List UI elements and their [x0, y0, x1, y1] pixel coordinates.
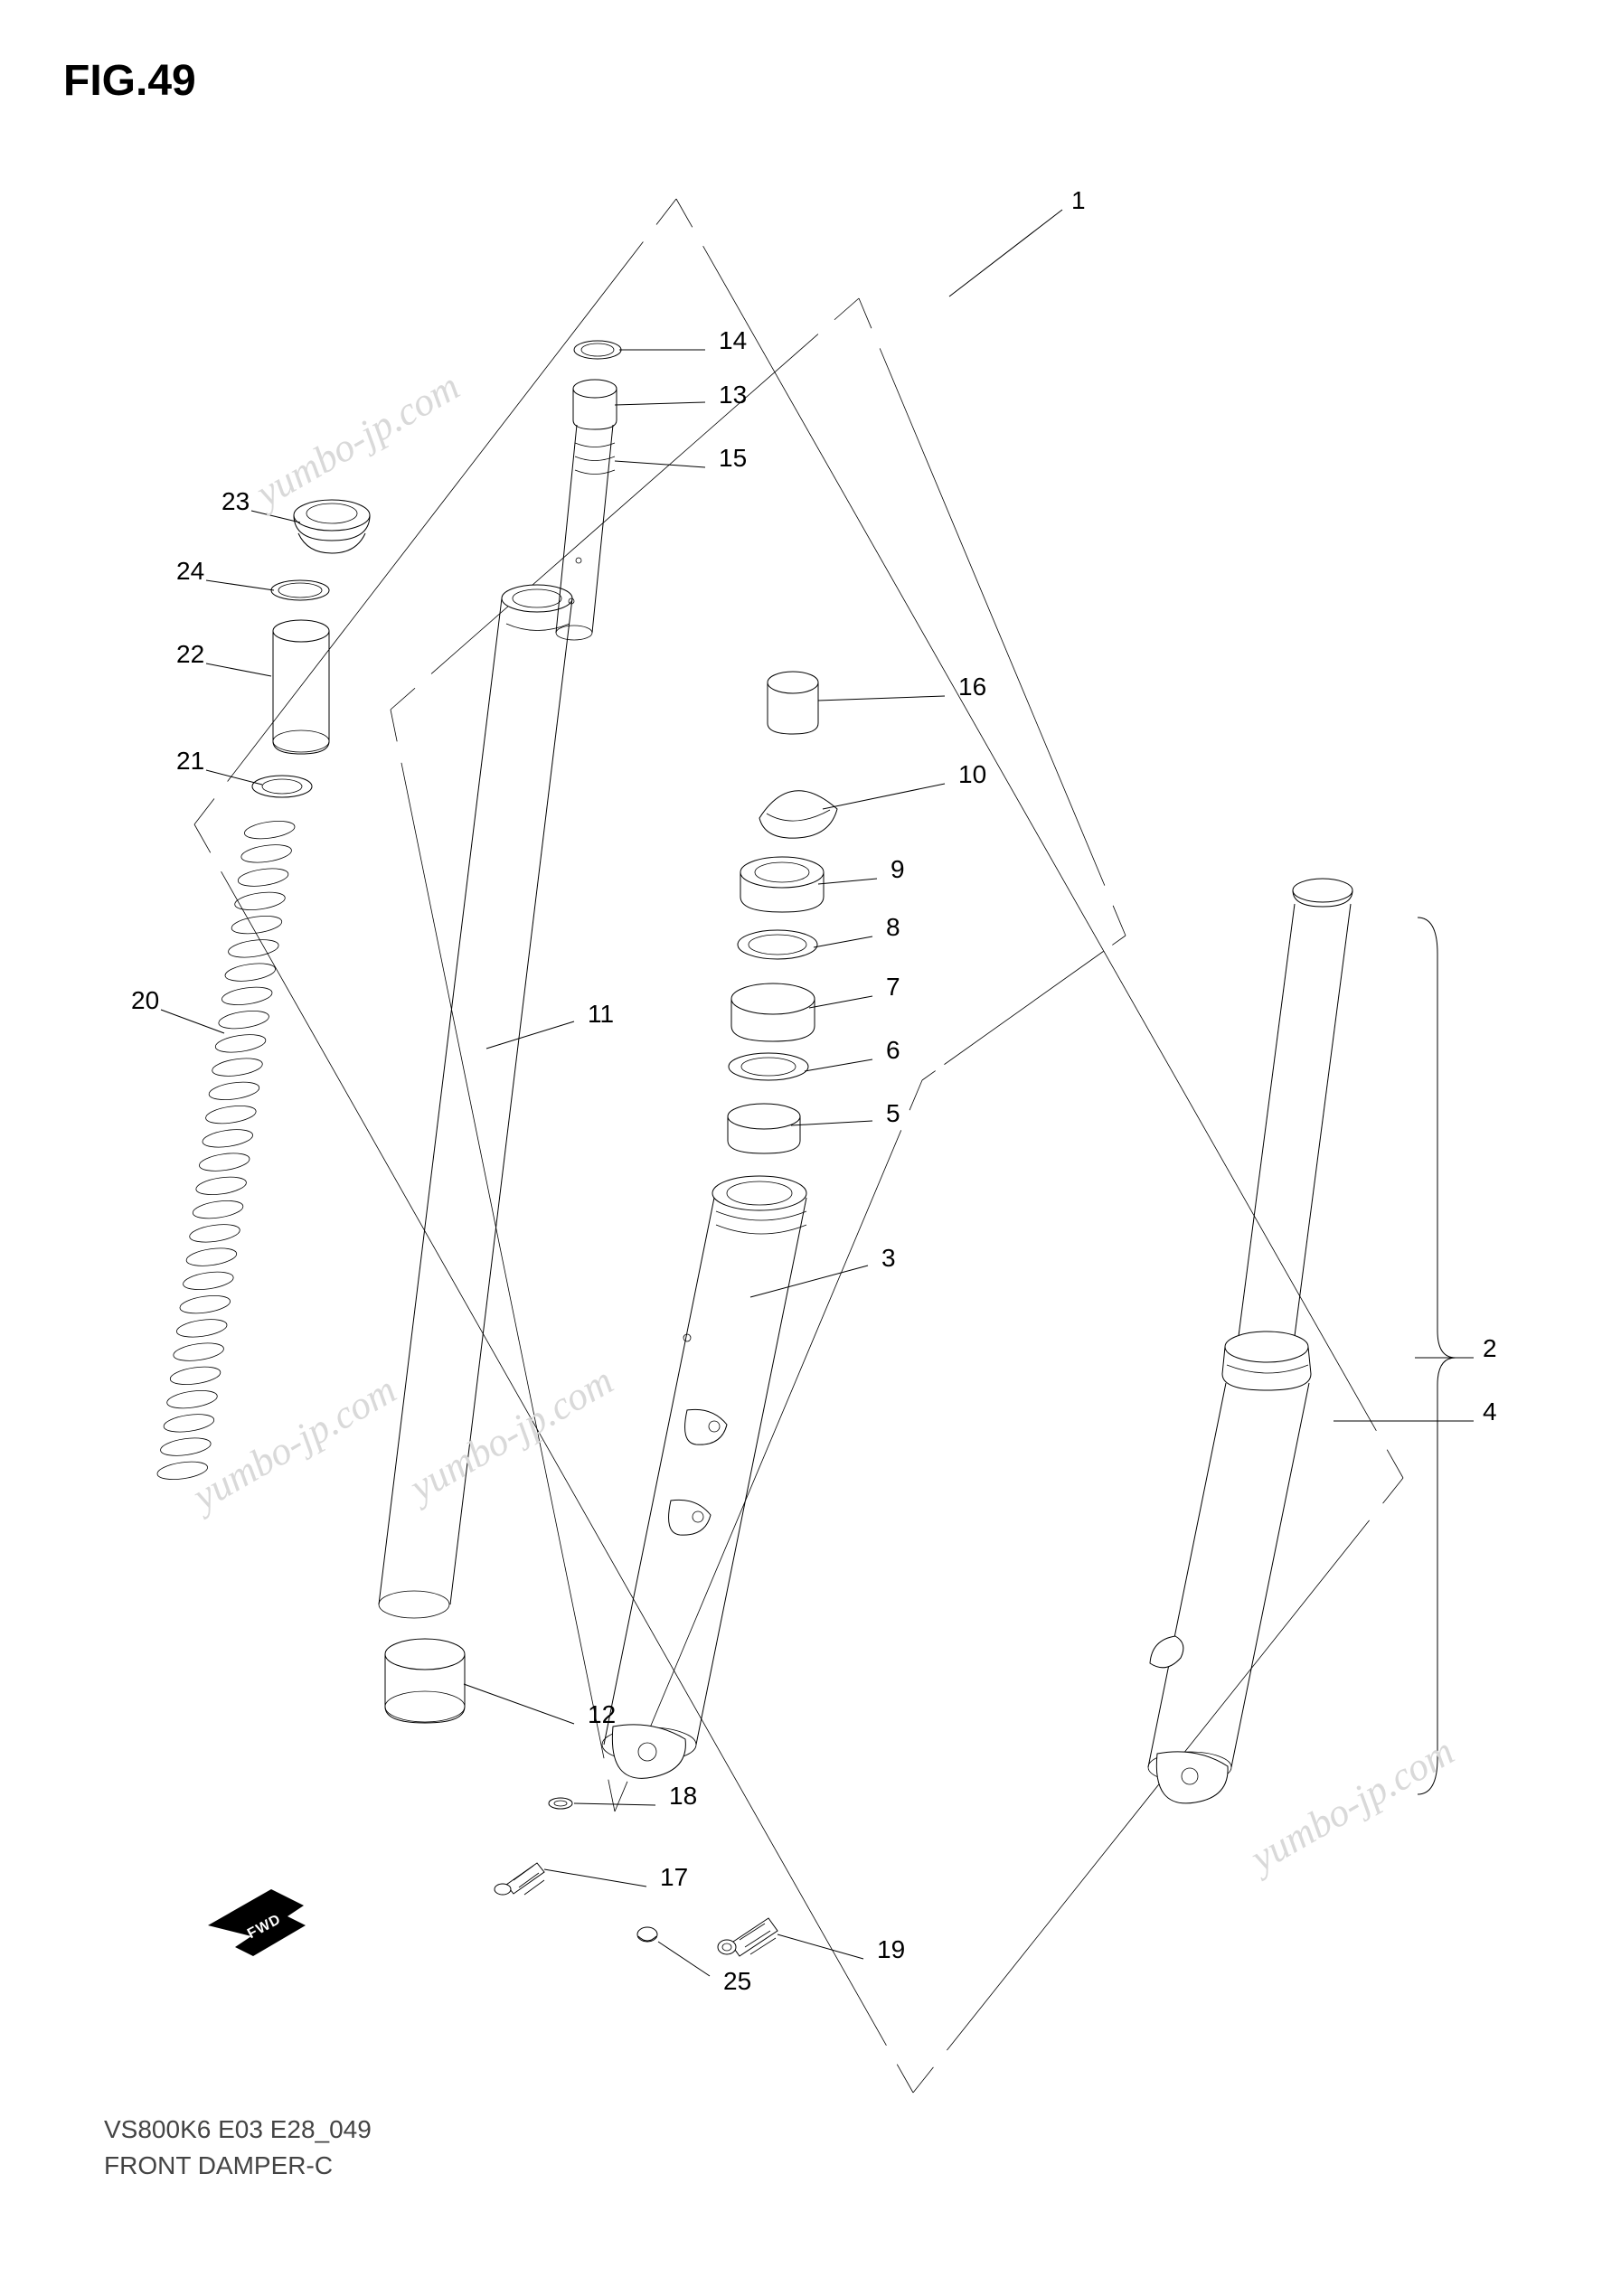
callout-4: 4 [1483, 1397, 1497, 1426]
part-12-bush [385, 1639, 465, 1723]
callout-12: 12 [588, 1700, 616, 1729]
callout-1: 1 [1071, 186, 1086, 215]
callout-10: 10 [958, 760, 986, 789]
callout-11: 11 [588, 1000, 614, 1029]
figure-title: FIG.49 [63, 56, 196, 106]
callout-15: 15 [719, 444, 747, 473]
part-22-spacer [273, 620, 329, 754]
callout-8: 8 [886, 913, 900, 942]
callout-13: 13 [719, 381, 747, 409]
seal-stack [728, 857, 824, 1153]
part-11-inner-tube [379, 585, 572, 1618]
part-10-oil-lock [759, 791, 837, 838]
callout-6: 6 [886, 1036, 900, 1065]
callout-17: 17 [660, 1863, 688, 1892]
callout-21: 21 [176, 747, 204, 776]
part-3-outer-tube [602, 1176, 806, 1778]
callout-18: 18 [669, 1782, 697, 1811]
callout-19: 19 [877, 1935, 905, 1964]
part-20-spring [156, 818, 296, 1482]
callout-24: 24 [176, 557, 204, 586]
footer-name: FRONT DAMPER-C [104, 2151, 333, 2180]
part-2-fork-assy [1148, 879, 1352, 1803]
part-19-25 [637, 1918, 778, 1956]
part-17-18 [495, 1798, 572, 1895]
exploded-diagram [0, 0, 1621, 2296]
callout-16: 16 [958, 673, 986, 701]
callout-14: 14 [719, 326, 747, 355]
callout-25: 25 [723, 1967, 751, 1996]
callout-3: 3 [881, 1244, 896, 1273]
callout-9: 9 [891, 855, 905, 884]
callout-23: 23 [221, 487, 250, 516]
part-21-washer [252, 776, 312, 797]
part-23-cap [294, 500, 370, 553]
callout-2: 2 [1483, 1334, 1497, 1363]
callout-22: 22 [176, 640, 204, 669]
part-16-stop [768, 672, 818, 734]
callout-20: 20 [131, 986, 159, 1015]
callout-5: 5 [886, 1099, 900, 1128]
callout-7: 7 [886, 973, 900, 1002]
footer-code: VS800K6 E03 E28_049 [104, 2115, 372, 2144]
